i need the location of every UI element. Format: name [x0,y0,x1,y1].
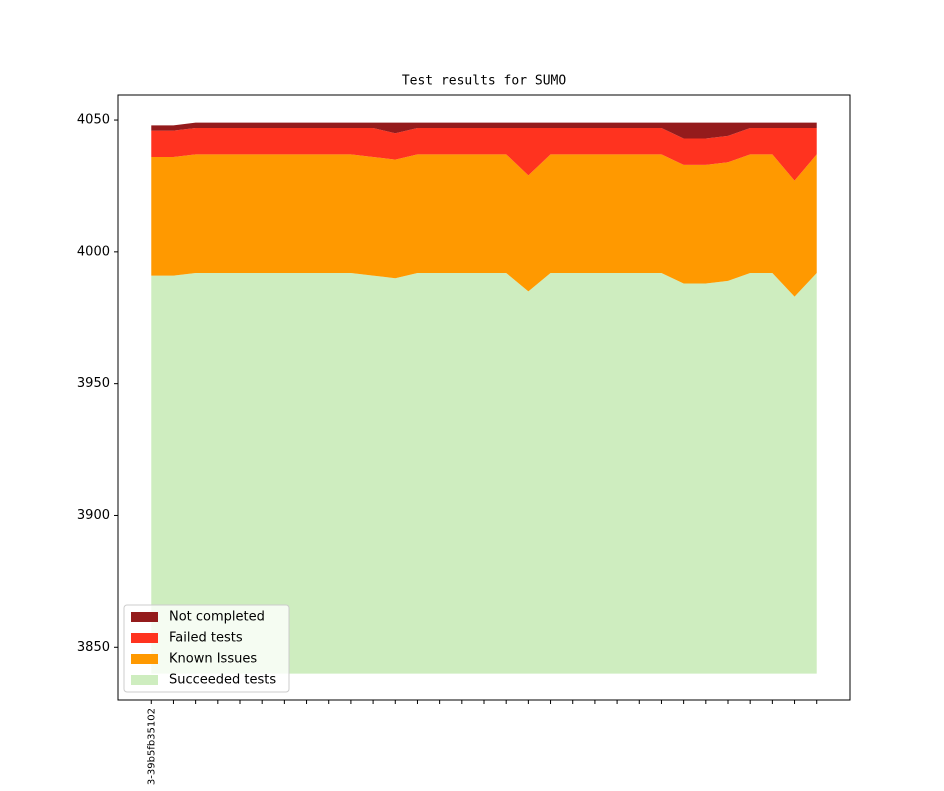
legend-label: Succeeded tests [169,673,276,688]
y-tick-label: 3850 [77,640,110,655]
legend-box [123,604,290,693]
x-tick-label: 3-39b5fb35102 [146,708,157,785]
y-tick-label: 3900 [77,508,110,523]
y-tick-label: 4050 [77,113,110,128]
y-tick-label: 4000 [77,244,110,259]
legend-swatch [131,675,158,685]
y-tick-label: 3950 [77,376,110,391]
legend-label: Failed tests [169,631,243,646]
legend-swatch [131,633,158,643]
area [151,272,817,674]
legend-swatch [131,654,158,664]
legend-swatch [131,612,158,622]
chart-title: Test results for SUMO [402,74,567,89]
legend-label: Known Issues [169,652,257,667]
legend-label: Not completed [169,610,265,625]
legend: Not completed Failed tests Known Issues Suc… [123,604,290,693]
area [151,154,817,297]
area [151,122,817,139]
area [151,127,817,181]
